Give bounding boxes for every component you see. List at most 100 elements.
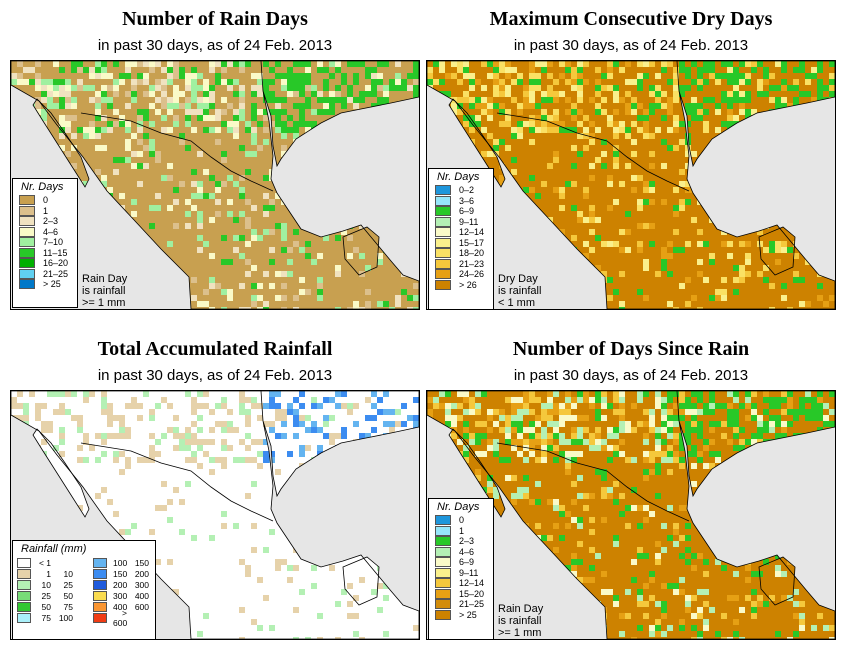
legend-entry: 15–17 xyxy=(429,237,493,249)
legend-swatch xyxy=(435,227,451,238)
legend-entry: 21–23 xyxy=(429,258,493,270)
legend-swatch xyxy=(435,588,451,599)
legend-swatch xyxy=(435,195,451,206)
legend-swatch xyxy=(19,268,35,279)
legend-swatch xyxy=(93,557,107,568)
legend-label: 6–9 xyxy=(459,206,475,217)
legend-label: 4–6 xyxy=(459,546,475,557)
legend-entry: 0–2 xyxy=(429,185,493,196)
legend-entry: 300 400 xyxy=(89,590,155,601)
legend-title: Rainfall (mm) xyxy=(21,543,87,555)
legend-high: 75 xyxy=(63,601,73,612)
legend-label: 21–25 xyxy=(459,599,485,610)
legend-swatch xyxy=(435,609,451,620)
legend-label: 2–3 xyxy=(459,536,475,547)
legend-label: > 25 xyxy=(43,279,61,290)
legend: Nr. Days 0 1 2–3 4–6 7–10 11–15 16–20 21–25 > 25 xyxy=(12,178,78,308)
legend-entry: 12–14 xyxy=(429,227,493,238)
legend-swatch xyxy=(19,247,35,258)
legend-label: 24–26 xyxy=(459,269,485,280)
legend-low: 75 xyxy=(41,612,51,623)
legend-label: 9–11 xyxy=(459,567,479,578)
legend-swatch xyxy=(435,567,451,578)
us-mexico-border xyxy=(80,442,274,522)
legend-entry: 11–15 xyxy=(13,247,77,259)
legend-entry: > 25 xyxy=(429,609,493,621)
legend-label: 12–14 xyxy=(459,227,485,238)
panel-title: Number of Rain Days xyxy=(122,8,308,30)
legend-swatch xyxy=(19,279,35,290)
legend-label: 6–9 xyxy=(459,557,475,568)
legend-high: 400 xyxy=(134,590,149,601)
coastline xyxy=(32,428,90,518)
legend-swatch xyxy=(435,557,451,568)
legend-swatch xyxy=(435,546,451,557)
definition-note: Rain Day is rainfall >= 1 mm xyxy=(498,603,544,639)
panel-days-since-rain: Number of Days Since Rain in past 30 day… xyxy=(426,330,836,650)
legend-label: 0 xyxy=(43,195,49,206)
map-max-dry-days xyxy=(426,60,836,310)
legend-entry: 9–11 xyxy=(429,216,493,228)
legend-label: 1 xyxy=(43,205,49,216)
legend-swatch xyxy=(435,599,451,610)
legend-swatch xyxy=(93,612,107,623)
legend-entry: 2–3 xyxy=(429,536,493,547)
legend-swatch xyxy=(435,269,451,280)
legend: Nr. Days 0 1 2–3 4–6 6–9 9–11 12–14 15–20 21–25 >… xyxy=(428,498,494,640)
definition-note: Rain Day is rainfall >= 1 mm xyxy=(82,273,128,309)
legend-swatch xyxy=(19,195,35,206)
legend-entry: 50 75 xyxy=(13,601,79,612)
legend-entry: 12–14 xyxy=(429,578,493,589)
us-mexico-border xyxy=(80,112,274,192)
legend-entry: 6–9 xyxy=(429,557,493,568)
legend-entry: 150 200 xyxy=(89,568,155,579)
legend-swatch xyxy=(435,258,451,269)
legend-swatch xyxy=(93,590,107,601)
legend-label: 2–3 xyxy=(43,216,59,227)
legend-entry: 3–6 xyxy=(429,195,493,207)
legend-swatch xyxy=(19,205,35,216)
legend-entry: < 1 xyxy=(13,557,79,568)
legend: Nr. Days 0–2 3–6 6–9 9–11 12–14 15–17 18–20 21–… xyxy=(428,168,494,310)
legend-low: 200 xyxy=(113,579,128,590)
us-mexico-border xyxy=(496,442,690,522)
legend-entry: 4–6 xyxy=(429,546,493,558)
legend-entry: 0 xyxy=(13,195,77,206)
coastline xyxy=(448,428,506,518)
legend-label: > 25 xyxy=(459,609,477,620)
panel-rain-days: Number of Rain Days in past 30 days, as … xyxy=(10,0,420,320)
panel-subtitle: in past 30 days, as of 24 Feb. 2013 xyxy=(513,367,749,384)
legend-low: 25 xyxy=(41,590,51,601)
legend-label: 21–23 xyxy=(459,258,485,269)
legend-entry: 16–20 xyxy=(13,258,77,269)
legend-label: 18–20 xyxy=(459,248,485,259)
legend-swatch xyxy=(19,237,35,248)
legend-swatch xyxy=(93,601,107,612)
legend-swatch xyxy=(435,206,451,217)
map-days-since-rain xyxy=(426,390,836,640)
legend-entry: 1 xyxy=(429,525,493,537)
legend-low: 100 xyxy=(113,557,128,568)
legend-label: 0 xyxy=(459,515,465,526)
legend-label: 15–17 xyxy=(459,237,485,248)
legend-swatch xyxy=(93,568,107,579)
panel-max-dry-days: Maximum Consecutive Dry Days in past 30 … xyxy=(426,0,836,320)
legend-entry: 1 xyxy=(13,205,77,217)
legend-low: 300 xyxy=(113,590,128,601)
legend-high: 25 xyxy=(63,579,73,590)
legend-swatch xyxy=(17,601,31,612)
legend-entry: 75 100 xyxy=(13,612,79,623)
definition-note: Dry Day is rainfall < 1 mm xyxy=(498,273,542,309)
legend-entry: 9–11 xyxy=(429,567,493,579)
legend-label: 0–2 xyxy=(459,185,475,196)
legend-entry: 10 25 xyxy=(13,579,79,590)
legend-entry: 100 150 xyxy=(89,557,155,568)
legend-entry: 25 50 xyxy=(13,590,79,601)
legend-high: 100 xyxy=(58,612,73,623)
legend-swatch xyxy=(435,237,451,248)
legend-high: 300 xyxy=(134,579,149,590)
legend-low: 400 xyxy=(113,601,128,612)
legend-swatch xyxy=(435,248,451,259)
panel-total-rainfall: Total Accumulated Rainfall in past 30 da… xyxy=(10,330,420,650)
legend-swatch xyxy=(435,515,451,526)
